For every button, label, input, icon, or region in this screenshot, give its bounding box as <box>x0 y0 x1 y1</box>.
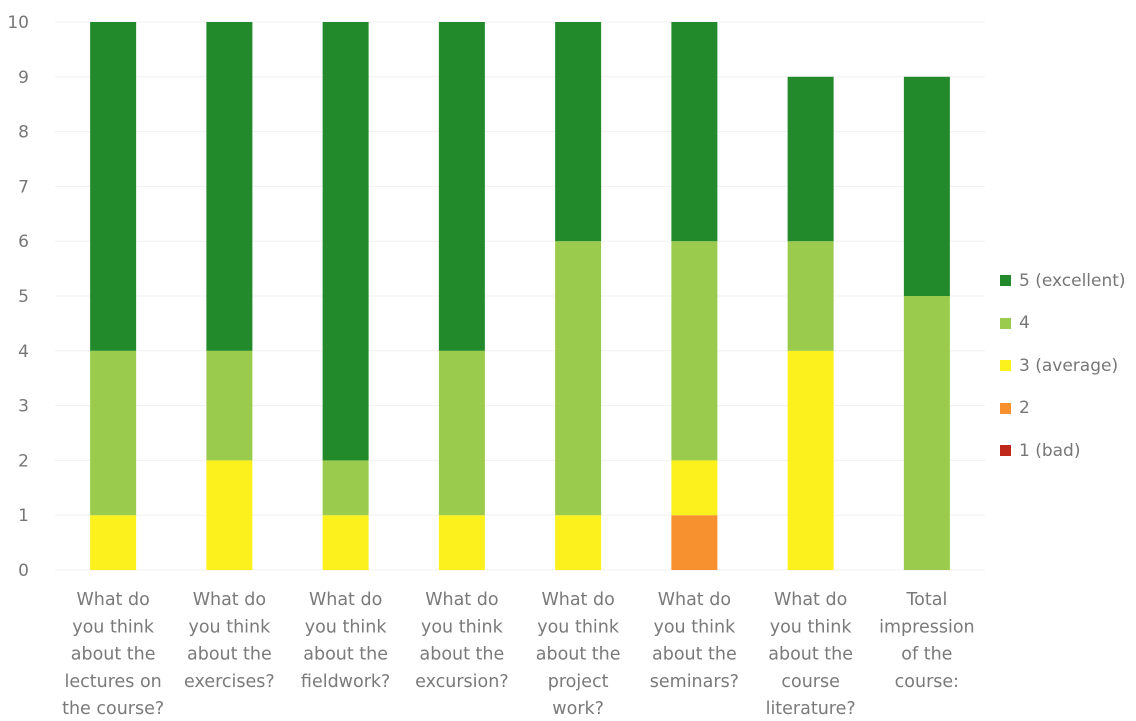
legend-label: 4 <box>1019 313 1030 333</box>
y-tick-label: 1 <box>18 506 29 526</box>
y-tick-label: 10 <box>7 13 29 33</box>
x-category-label-line: Total <box>905 590 947 610</box>
bar-segment <box>555 241 602 516</box>
bar-segment <box>206 350 253 461</box>
y-tick-label: 7 <box>18 177 29 197</box>
bar-segment <box>206 22 253 351</box>
bar-segment <box>322 515 369 570</box>
y-tick-label: 4 <box>18 342 29 362</box>
y-axis: 0 1 2 3 4 5 6 7 8 9 10 <box>7 13 29 581</box>
x-category-label-line: literature? <box>766 699 856 719</box>
x-category-label-line: you think <box>188 617 271 637</box>
bar-segment <box>787 350 834 570</box>
legend-item: 3 (average) <box>1000 355 1136 376</box>
y-tick-label: 5 <box>18 287 29 307</box>
legend-label: 2 <box>1019 398 1030 418</box>
bar-segment <box>671 515 718 570</box>
x-category-label-line: What do <box>425 590 498 610</box>
bar-segment <box>438 515 485 570</box>
bar-segment <box>90 515 137 570</box>
bar-segment <box>322 22 369 461</box>
x-category-label: What do you think about the course literatur… <box>766 590 856 719</box>
legend-swatch <box>1000 445 1011 456</box>
bar-segment <box>903 76 950 296</box>
x-category-label-line: exercises? <box>184 672 275 692</box>
x-category-label-line: about the <box>187 645 272 665</box>
legend-item: 5 (excellent) <box>1000 270 1136 291</box>
legend-label: 3 (average) <box>1019 355 1119 376</box>
x-category-label-line: about the <box>303 645 388 665</box>
legend-swatch <box>1000 275 1011 286</box>
y-tick-label: 6 <box>18 232 29 252</box>
legend-label: 5 (excellent) <box>1019 270 1126 291</box>
x-category-label: What do you think about the excursion? <box>415 590 508 692</box>
x-category-label-line: you think <box>537 617 620 637</box>
bar-segment <box>671 22 718 242</box>
x-category-label-line: you think <box>305 617 388 637</box>
bar-segment <box>903 296 950 570</box>
bar-segment <box>90 22 137 351</box>
bar-segment <box>671 460 718 516</box>
y-tick-label: 0 <box>18 561 29 581</box>
x-category-label-line: What do <box>658 590 731 610</box>
y-tick-label: 8 <box>18 123 29 143</box>
x-category-label-line: about the <box>768 645 853 665</box>
x-category-label-line: about the <box>536 645 621 665</box>
x-category-label-line: fieldwork? <box>301 672 390 692</box>
y-tick-label: 9 <box>18 68 29 88</box>
bar-segment <box>438 350 485 516</box>
x-category-label: Total impression of the course: <box>879 590 975 692</box>
x-category-label-line: impression <box>879 617 975 637</box>
legend-swatch <box>1000 317 1011 329</box>
bar-segment <box>322 460 369 516</box>
legend: 5 (excellent) 4 3 (average) 2 1 (bad) <box>1000 270 1136 483</box>
x-category-label-line: you think <box>770 617 853 637</box>
bar-segment <box>787 241 834 351</box>
legend-swatch <box>1000 402 1011 414</box>
bar-segment <box>90 350 137 516</box>
x-category-label-line: about the <box>652 645 737 665</box>
x-category-label-line: seminars? <box>650 672 739 692</box>
x-category-label: What do you think about the lectures on the … <box>62 590 164 719</box>
x-category-label-line: excursion? <box>415 672 508 692</box>
x-category-label-line: work? <box>552 699 604 719</box>
bar-segment <box>671 241 718 461</box>
x-category-label-line: you think <box>653 617 736 637</box>
x-category-label: What do you think about the project work? <box>536 590 621 719</box>
x-axis: What do you think about the lectures on the … <box>62 590 975 719</box>
bar-segment <box>438 22 485 351</box>
x-category-label-line: the course? <box>62 699 164 719</box>
x-category-label-line: of the <box>901 645 952 665</box>
legend-item: 4 <box>1000 313 1136 334</box>
x-category-label-line: course: <box>895 672 959 692</box>
x-category-label-line: What do <box>541 590 614 610</box>
legend-swatch <box>1000 360 1011 371</box>
x-category-label-line: lectures on <box>64 672 161 692</box>
x-category-label-line: you think <box>72 617 155 637</box>
y-tick-label: 3 <box>18 397 29 417</box>
y-tick-label: 2 <box>18 451 29 471</box>
x-category-label: What do you think about the fieldwork? <box>301 590 390 692</box>
x-category-label-line: course <box>781 672 840 692</box>
gridlines <box>55 21 985 571</box>
bar-segment <box>206 460 253 570</box>
x-category-label: What do you think about the seminars? <box>650 590 739 692</box>
x-category-label-line: about the <box>71 645 156 665</box>
x-category-label-line: What do <box>774 590 847 610</box>
bar-segment <box>787 76 834 242</box>
legend-label: 1 (bad) <box>1019 440 1081 461</box>
x-category-label-line: project <box>548 672 609 692</box>
legend-item: 1 (bad) <box>1000 440 1136 461</box>
bar-segment <box>555 22 602 242</box>
legend-item: 2 <box>1000 398 1136 419</box>
bar-segment <box>555 515 602 570</box>
x-category-label: What do you think about the exercises? <box>184 590 275 692</box>
x-category-label-line: about the <box>419 645 504 665</box>
x-category-label-line: What do <box>76 590 149 610</box>
x-category-label-line: What do <box>193 590 266 610</box>
x-category-label-line: What do <box>309 590 382 610</box>
x-category-label-line: you think <box>421 617 504 637</box>
bars <box>90 22 950 570</box>
